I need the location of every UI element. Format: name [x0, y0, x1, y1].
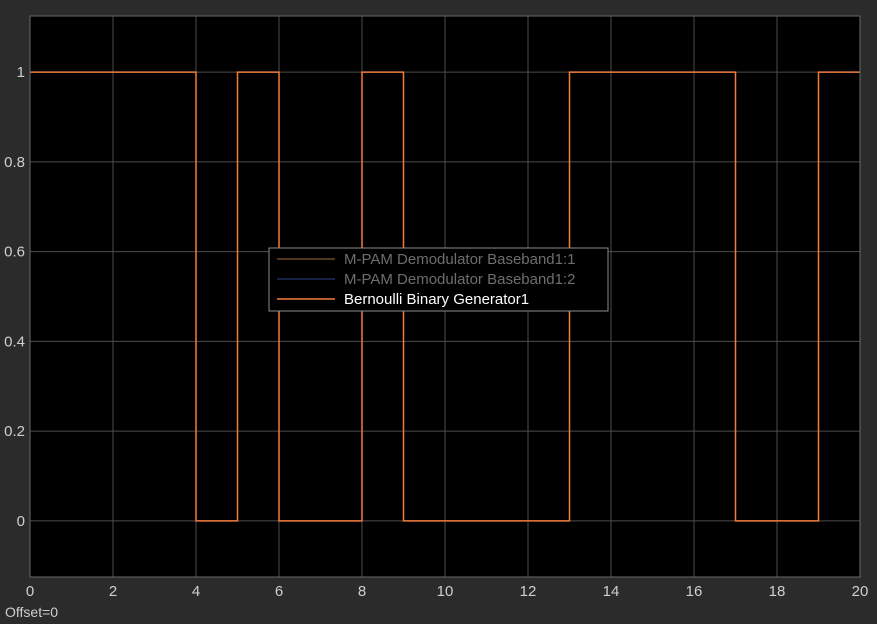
y-tick-label: 0.6: [4, 244, 25, 261]
x-tick-label: 12: [520, 583, 537, 600]
y-tick-label: 1: [17, 64, 25, 81]
x-tick-label: 8: [358, 583, 366, 600]
x-tick-label: 10: [437, 583, 454, 600]
x-tick-label: 6: [275, 583, 283, 600]
axes-frame: [29, 15, 861, 578]
x-tick-label: 4: [192, 583, 200, 600]
x-tick-labels: 0 2 4 6 8 10 12 14 16 18 20: [26, 583, 869, 600]
legend[interactable]: M-PAM Demodulator Baseband1:1 M-PAM Demod…: [268, 247, 609, 312]
y-tick-label: 0.8: [4, 154, 25, 171]
legend-label: M-PAM Demodulator Baseband1:2: [344, 271, 576, 288]
y-tick-label: 0: [17, 513, 25, 530]
grid: [30, 16, 860, 577]
legend-label: Bernoulli Binary Generator1: [344, 291, 529, 308]
legend-entry[interactable]: M-PAM Demodulator Baseband1:2: [277, 271, 576, 288]
legend-label: M-PAM Demodulator Baseband1:1: [344, 251, 576, 268]
y-tick-label: 0.2: [4, 423, 25, 440]
y-tick-label: 0.4: [4, 333, 25, 350]
offset-label: Offset=0: [5, 604, 59, 620]
legend-entry[interactable]: Bernoulli Binary Generator1: [277, 291, 529, 308]
legend-entry[interactable]: M-PAM Demodulator Baseband1:1: [277, 251, 576, 268]
x-tick-label: 2: [109, 583, 117, 600]
y-tick-labels: 0 0.2 0.4 0.6 0.8 1: [4, 64, 25, 530]
series-layer: [30, 71, 860, 522]
x-tick-label: 16: [686, 583, 703, 600]
x-tick-label: 14: [603, 583, 620, 600]
x-tick-label: 18: [769, 583, 786, 600]
x-tick-label: 0: [26, 583, 34, 600]
x-tick-label: 20: [852, 583, 869, 600]
series-line-2: [30, 71, 860, 522]
